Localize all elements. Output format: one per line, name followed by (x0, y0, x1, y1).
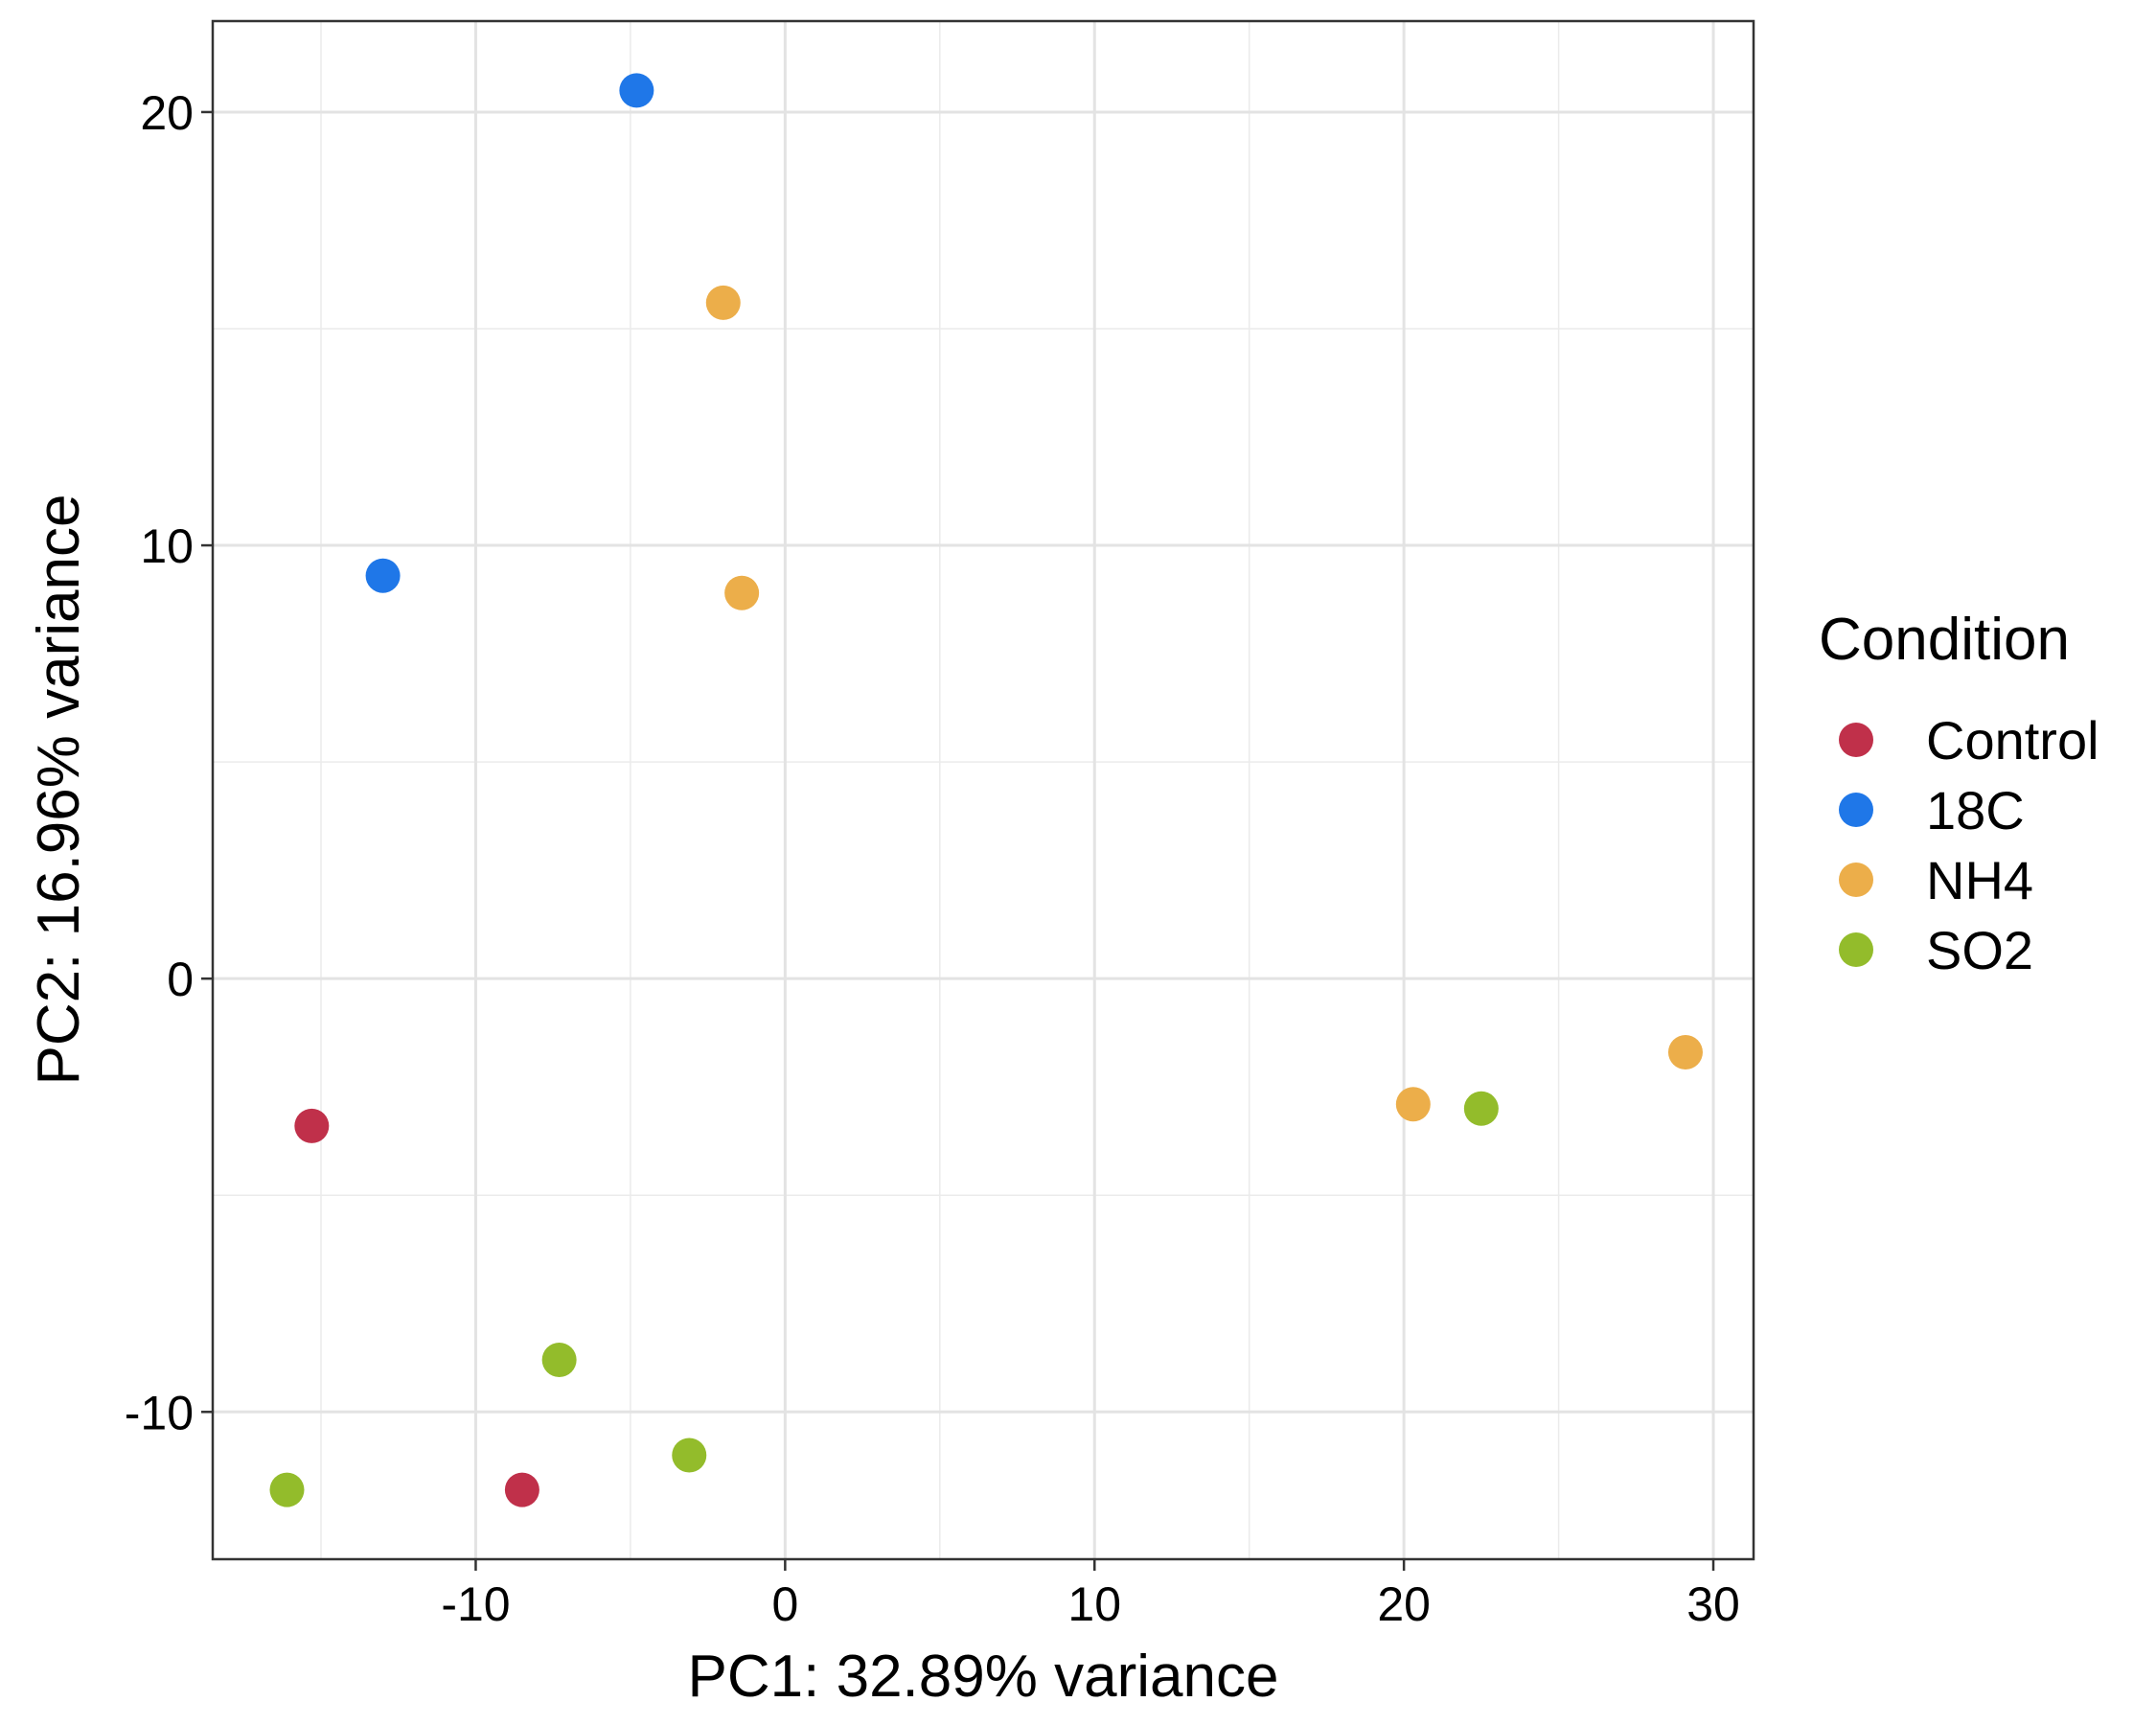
y-tick-label: 20 (140, 86, 194, 140)
legend-label-control: Control (1926, 710, 2099, 770)
x-tick-label: 0 (771, 1577, 798, 1631)
plot-panel-background (213, 21, 1754, 1559)
data-point-so2 (541, 1343, 577, 1378)
axis-ticks (201, 110, 1715, 1571)
major-gridlines (213, 21, 1754, 1559)
legend-marker-control (1839, 723, 1873, 757)
data-point-so2 (1463, 1091, 1499, 1126)
data-point-18c (365, 558, 401, 593)
x-tick-label: 10 (1067, 1577, 1121, 1631)
minor-gridlines (213, 21, 1754, 1559)
data-point-control (504, 1472, 539, 1507)
legend: Condition Control 18C NH4 SO2 (1819, 607, 2099, 980)
x-tick-label: 20 (1377, 1577, 1431, 1631)
data-points (269, 73, 1703, 1507)
x-tick-label: 30 (1686, 1577, 1740, 1631)
legend-label-so2: SO2 (1926, 920, 2033, 980)
data-point-nh4 (705, 285, 741, 320)
legend-title: Condition (1819, 607, 2070, 673)
data-point-control (294, 1108, 330, 1143)
y-tick-label: -10 (125, 1386, 194, 1439)
data-point-so2 (269, 1472, 305, 1507)
legend-label-nh4: NH4 (1926, 850, 2033, 910)
legend-label-18c: 18C (1926, 780, 2025, 840)
data-point-so2 (672, 1438, 707, 1473)
plot-panel-border (211, 19, 1755, 1561)
legend-marker-nh4 (1839, 862, 1873, 897)
legend-items: Control 18C NH4 SO2 (1839, 710, 2099, 980)
tick-labels: -10 0 10 20 30 -10 0 10 20 (125, 86, 1740, 1631)
x-tick-label: -10 (441, 1577, 510, 1631)
data-point-nh4 (1395, 1087, 1431, 1122)
data-point-nh4 (1667, 1035, 1703, 1070)
legend-marker-18c (1839, 793, 1873, 827)
legend-marker-so2 (1839, 932, 1873, 967)
y-tick-label: 0 (167, 953, 194, 1006)
y-axis-title: PC2: 16.96% variance (26, 494, 92, 1086)
x-axis-title: PC1: 32.89% variance (688, 1644, 1279, 1710)
y-tick-label: 10 (140, 519, 194, 573)
data-point-nh4 (724, 575, 760, 610)
data-point-18c (619, 73, 654, 108)
